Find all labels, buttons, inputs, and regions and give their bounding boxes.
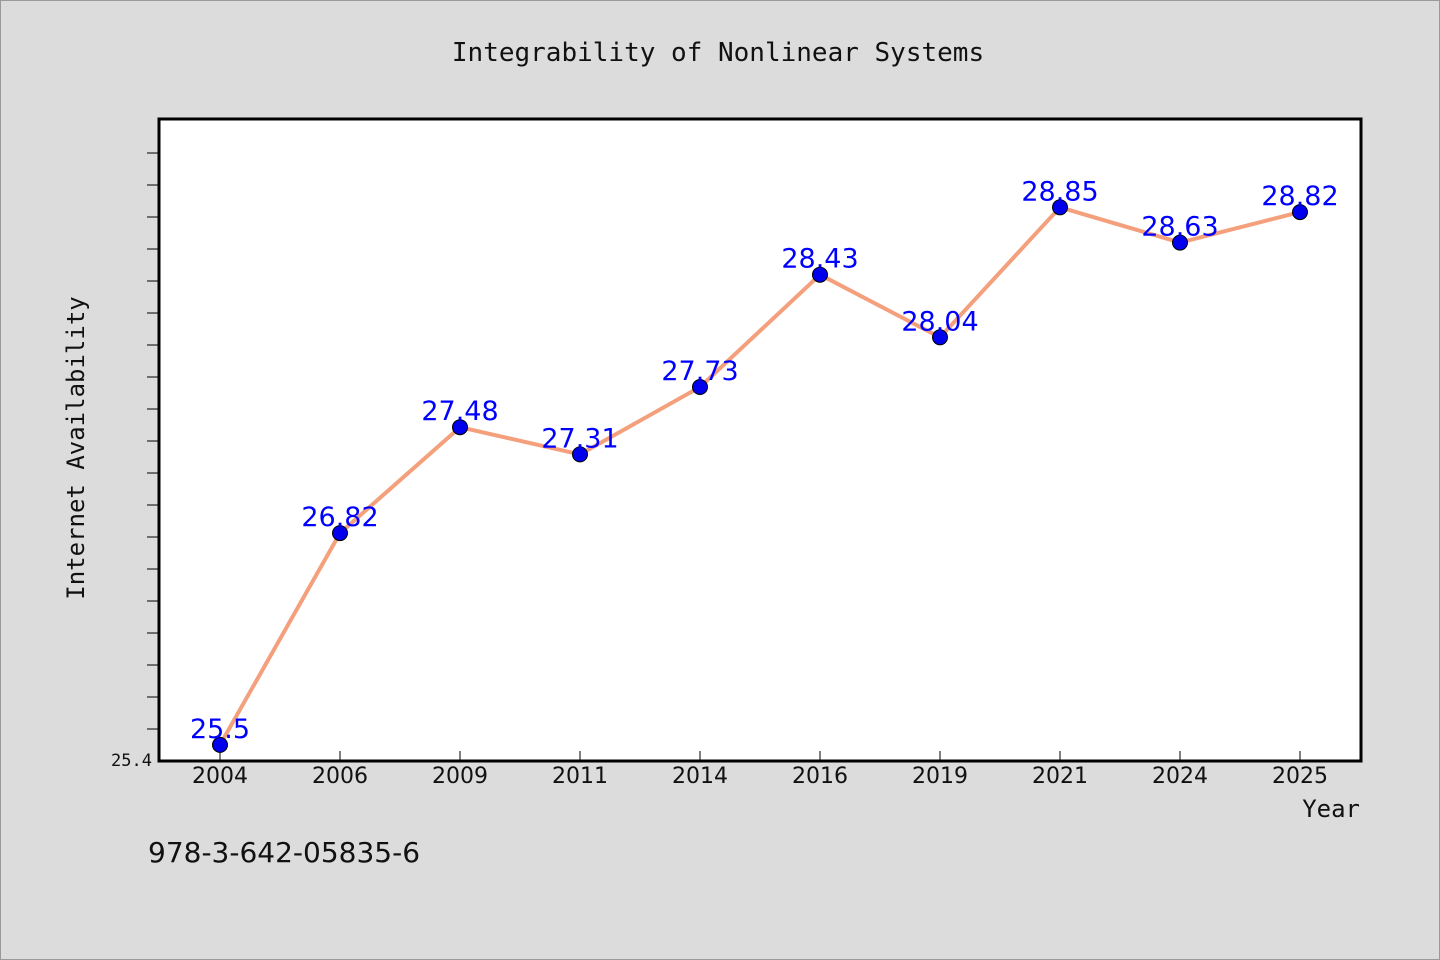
data-label: 26.82 [301,502,378,533]
footer-text: 978-3-642-05835-6 [148,836,420,869]
data-label: 27.48 [421,396,498,427]
x-axis-label: Year [1302,795,1360,823]
x-tick-label: 2019 [912,764,968,789]
x-tick-label: 2024 [1152,764,1208,789]
data-label: 28.85 [1021,176,1098,207]
data-point [692,379,708,395]
series-line [218,205,1302,747]
x-tick-label: 2004 [192,764,248,789]
data-point [1172,234,1188,251]
plot-area [157,117,1363,763]
x-axis-ticks [219,751,1301,761]
data-point [212,736,228,753]
y-axis-label: Internet Availability [62,296,90,599]
y-tick-label: 25.4 [111,751,152,771]
chart-title: Integrability of Nonlinear Systems [452,38,984,68]
data-label: 28.63 [1141,212,1218,243]
data-label: 28.04 [901,306,978,337]
data-point [1052,199,1068,216]
data-point [812,266,828,283]
x-tick-label: 2016 [792,764,848,789]
data-label: 25.5 [190,714,250,745]
data-point [1292,204,1308,221]
data-markers [212,199,1308,753]
data-label: 27.31 [541,423,618,454]
data-point [332,525,348,542]
data-point [452,419,468,436]
x-tick-label: 2009 [432,764,488,789]
data-labels: 25.5 26.82 27.48 27.31 27.73 28.43 28.04 28.85 2… [190,176,1339,745]
y-axis-minor-ticks [147,152,159,730]
data-point [572,446,588,463]
data-point [932,329,948,346]
data-label: 28.43 [781,244,858,275]
x-tick-label: 2021 [1032,764,1088,789]
x-tick-label: 2025 [1272,764,1328,789]
x-tick-label: 2011 [552,764,608,789]
data-label: 28.82 [1261,181,1338,212]
x-tick-labels: 2004 2006 2009 2011 2014 2016 2019 2021 2024 2025 [192,764,1328,789]
x-tick-label: 2014 [672,764,728,789]
data-label: 27.73 [661,356,738,387]
x-tick-label: 2006 [312,764,368,789]
